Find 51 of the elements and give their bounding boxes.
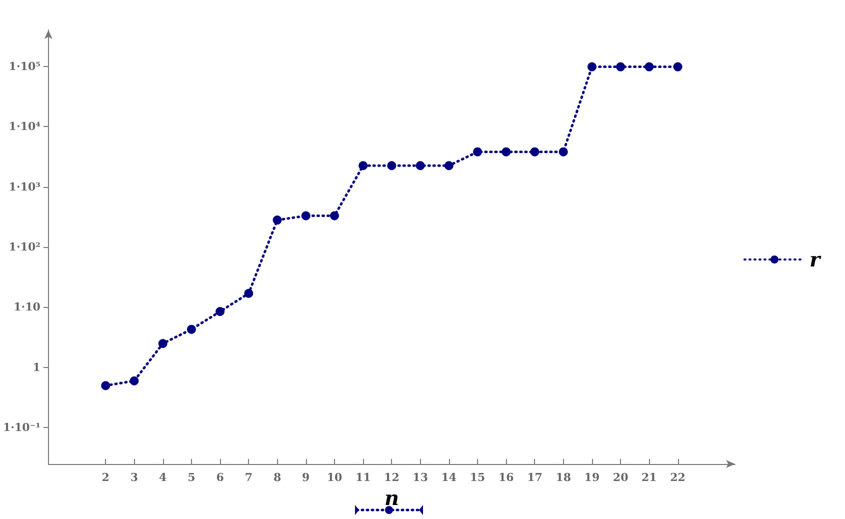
x-tick-label: 10: [326, 471, 342, 484]
x-tick-label: 5: [188, 471, 196, 484]
x-tick-label: 7: [244, 471, 252, 484]
point: [473, 147, 482, 156]
x-tick-label: 22: [670, 471, 686, 484]
point: [558, 147, 568, 156]
y-tick-label: 1·10³: [8, 180, 41, 194]
point: [416, 161, 425, 170]
y-tick-label: 1·10: [14, 300, 41, 314]
x-tick-label: 4: [159, 471, 168, 484]
x-tick-label: 19: [584, 471, 600, 484]
point: [158, 339, 168, 348]
y-tick-label: 1·10⁻¹: [2, 421, 41, 434]
point: [244, 288, 254, 298]
x-tick-label: 11: [355, 471, 371, 484]
legend-label: r: [809, 248, 822, 272]
y-tick-label: 1: [32, 360, 40, 374]
point: [101, 381, 110, 390]
y-tick-label: 1·10²: [8, 240, 41, 254]
point: [587, 62, 596, 72]
point: [530, 147, 540, 156]
point: [444, 161, 454, 170]
point: [387, 161, 396, 170]
point: [330, 211, 339, 220]
point: [644, 62, 654, 72]
x-tick-label: 6: [216, 471, 224, 484]
x-tick-label: 18: [556, 471, 572, 484]
point: [502, 147, 511, 156]
x-tick-label: 20: [612, 471, 629, 484]
point: [272, 216, 282, 225]
x-tick-label: 9: [302, 471, 310, 484]
x-tick-label: 12: [384, 471, 400, 484]
point: [130, 376, 139, 386]
x-tick-label: 8: [273, 471, 282, 484]
x-tick-label: 3: [130, 471, 138, 484]
y-tick-label: 1·10⁵: [8, 60, 41, 73]
x-tick-label: 15: [470, 471, 486, 484]
point: [301, 211, 310, 220]
point: [186, 324, 196, 334]
x-tick-label: 21: [642, 471, 657, 484]
x-tick-label: 16: [498, 471, 514, 484]
x-tick-label: 14: [441, 471, 457, 484]
x-tick-label: 17: [527, 471, 542, 484]
point: [673, 62, 682, 72]
x-tick-label: 13: [412, 471, 428, 484]
x-tick-label: 2: [102, 471, 110, 484]
point: [358, 161, 368, 170]
point: [216, 306, 225, 316]
point: [616, 62, 626, 72]
y-tick-label: 1·10⁴: [8, 120, 41, 134]
x-axis-title: n: [384, 486, 399, 510]
